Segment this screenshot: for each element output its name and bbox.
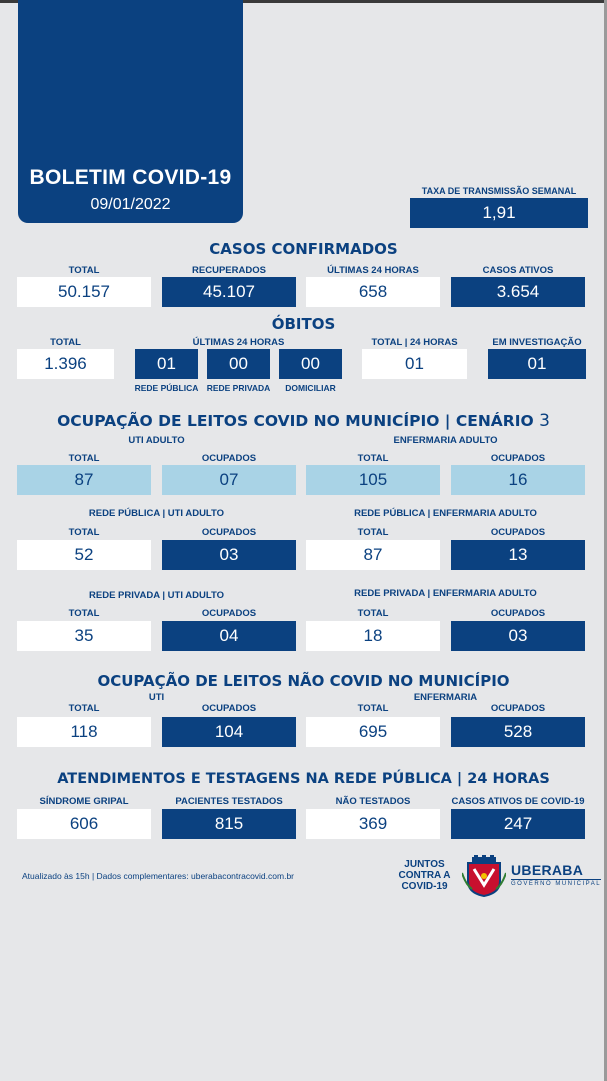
pub-uti-label: REDE PÚBLICA | UTI ADULTO <box>88 508 225 519</box>
uti-total-label: TOTAL <box>68 453 100 464</box>
leitos-nao-covid-title: OCUPAÇÃO DE LEITOS NÃO COVID NO MUNICÍPI… <box>97 672 510 690</box>
nc-enf-ocupados-value: 528 <box>451 717 585 747</box>
priv-uti-label: REDE PRIVADA | UTI ADULTO <box>89 590 224 601</box>
nc-enf-total-value: 695 <box>306 717 440 747</box>
priv-enf-total-label: TOTAL <box>357 608 389 619</box>
pub-enf-total-value: 87 <box>306 540 440 570</box>
enf-ocupados-value: 16 <box>451 465 585 495</box>
pub-uti-ocupados-label: OCUPADOS <box>201 527 257 538</box>
nc-enf-label: ENFERMARIA <box>413 692 478 703</box>
casos-ativos-label: CASOS ATIVOS <box>482 265 554 276</box>
obitos-total-label: TOTAL <box>50 337 81 348</box>
priv-enf-ocupados-value: 03 <box>451 621 585 651</box>
casos-recuperados-label: RECUPERADOS <box>192 265 266 276</box>
nc-uti-ocupados-value: 104 <box>162 717 296 747</box>
cenario-number: 3 <box>539 411 550 431</box>
obitos-privada-value: 00 <box>207 349 270 379</box>
obitos-privada-label: REDE PRIVADA <box>206 383 271 393</box>
priv-uti-ocupados-value: 04 <box>162 621 296 651</box>
obitos-total-value: 1.396 <box>17 349 114 379</box>
obitos-title: ÓBITOS <box>271 315 336 333</box>
city-government-label: GOVERNO MUNICIPAL <box>511 879 602 887</box>
enf-total-value: 105 <box>306 465 440 495</box>
pub-enf-label: REDE PÚBLICA | ENFERMARIA ADULTO <box>354 508 537 519</box>
obitos-invest-value: 01 <box>488 349 586 379</box>
casos-24h-value: 658 <box>306 277 440 307</box>
city-name: UBERABA <box>511 862 584 878</box>
nc-uti-label: UTI <box>148 692 165 703</box>
city-crest-icon <box>462 855 506 897</box>
pub-uti-total-value: 52 <box>17 540 151 570</box>
leitos-covid-title-text: OCUPAÇÃO DE LEITOS COVID NO MUNICÍPIO | … <box>57 412 534 430</box>
bulletin-title: BOLETIM COVID-19 <box>29 166 232 189</box>
pub-enf-ocupados-label: OCUPADOS <box>490 527 546 538</box>
uti-adulto-label: UTI ADULTO <box>128 435 185 446</box>
nc-uti-ocupados-label: OCUPADOS <box>201 703 257 714</box>
uti-ocupados-label: OCUPADOS <box>201 453 257 464</box>
atend-casos-ativos-value: 247 <box>451 809 585 839</box>
atend-casos-ativos-label: CASOS ATIVOS DE COVID-19 <box>451 796 585 807</box>
pub-uti-total-label: TOTAL <box>68 527 100 538</box>
atend-testados-label: PACIENTES TESTADOS <box>175 796 283 807</box>
taxa-value: 1,91 <box>410 198 588 228</box>
taxa-label: TAXA DE TRANSMISSÃO SEMANAL <box>421 186 577 196</box>
casos-total-label: TOTAL <box>68 265 100 276</box>
footer-note: Atualizado às 15h | Dados complementares… <box>22 871 294 881</box>
atend-nao-testados-value: 369 <box>306 809 440 839</box>
pub-enf-ocupados-value: 13 <box>451 540 585 570</box>
obitos-total24-value: 01 <box>362 349 467 379</box>
obitos-publica-value: 01 <box>135 349 198 379</box>
priv-uti-total-value: 35 <box>17 621 151 651</box>
priv-enf-label: REDE PRIVADA | ENFERMARIA ADULTO <box>354 588 537 599</box>
nc-enf-total-label: TOTAL <box>357 703 389 714</box>
obitos-publica-label: REDE PÚBLICA <box>134 383 199 393</box>
bulletin-date: 09/01/2022 <box>90 196 171 213</box>
atend-testados-value: 815 <box>162 809 296 839</box>
obitos-total24-label: TOTAL | 24 HORAS <box>371 337 458 348</box>
header-banner: BOLETIM COVID-19 09/01/2022 <box>18 0 243 223</box>
nc-uti-total-value: 118 <box>17 717 151 747</box>
nc-enf-ocupados-label: OCUPADOS <box>490 703 546 714</box>
atend-sindrome-value: 606 <box>17 809 151 839</box>
uti-total-value: 87 <box>17 465 151 495</box>
priv-enf-total-value: 18 <box>306 621 440 651</box>
atend-sindrome-label: SÍNDROME GRIPAL <box>39 796 129 807</box>
obitos-domiciliar-value: 00 <box>279 349 342 379</box>
casos-title: CASOS CONFIRMADOS <box>209 240 398 258</box>
obitos-domiciliar-label: DOMICILIAR <box>285 383 336 393</box>
right-edge <box>604 0 607 1081</box>
uti-ocupados-value: 07 <box>162 465 296 495</box>
priv-uti-total-label: TOTAL <box>68 608 100 619</box>
priv-uti-ocupados-label: OCUPADOS <box>201 608 257 619</box>
nc-uti-total-label: TOTAL <box>68 703 100 714</box>
obitos-24h-label: ÚLTIMAS 24 HORAS <box>192 337 285 348</box>
casos-24h-label: ÚLTIMAS 24 HORAS <box>327 265 419 276</box>
casos-total-value: 50.157 <box>17 277 151 307</box>
enf-total-label: TOTAL <box>357 453 389 464</box>
leitos-covid-title: OCUPAÇÃO DE LEITOS COVID NO MUNICÍPIO | … <box>0 411 607 431</box>
casos-recuperados-value: 45.107 <box>162 277 296 307</box>
enf-adulto-label: ENFERMARIA ADULTO <box>393 435 498 446</box>
top-edge <box>0 0 607 3</box>
atend-nao-testados-label: NÃO TESTADOS <box>335 796 411 807</box>
pub-enf-total-label: TOTAL <box>357 527 389 538</box>
priv-enf-ocupados-label: OCUPADOS <box>490 608 546 619</box>
casos-ativos-value: 3.654 <box>451 277 585 307</box>
pub-uti-ocupados-value: 03 <box>162 540 296 570</box>
obitos-invest-label: EM INVESTIGAÇÃO <box>492 337 582 348</box>
juntos-contra-covid-text: JUNTOS CONTRA A COVID-19 <box>398 859 451 892</box>
atendimentos-title: ATENDIMENTOS E TESTAGENS NA REDE PÚBLICA… <box>57 771 550 787</box>
enf-ocupados-label: OCUPADOS <box>490 453 546 464</box>
